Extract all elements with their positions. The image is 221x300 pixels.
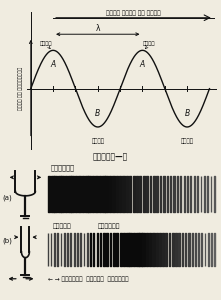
Text: विरलन: विरलन [53,224,72,230]
Text: B: B [185,109,190,118]
Text: संपीडन: संपीडन [97,224,120,230]
Text: (a): (a) [2,194,12,201]
Text: गर्त: गर्त [91,139,104,144]
Text: संपीडन: संपीडन [51,165,75,172]
Text: चित्र—अ: चित्र—अ [93,152,128,161]
Text: A: A [140,60,145,69]
Text: गर्त: गर्त [181,139,194,144]
Text: तरंग चलने की दिशा: तरंग चलने की दिशा [106,10,161,16]
Text: (b): (b) [2,237,12,244]
Text: B: B [95,109,100,118]
Text: λ: λ [95,24,100,33]
Text: शृंग: शृंग [40,41,52,46]
Text: कणों का विस्थापन: कणों का विस्थापन [18,67,23,110]
Text: शृंग: शृंग [143,41,155,46]
Text: ← → संपीडन  विरलन  संपीडन: ← → संपीडन विरलन संपीडन [48,276,128,282]
Text: A: A [50,60,56,69]
